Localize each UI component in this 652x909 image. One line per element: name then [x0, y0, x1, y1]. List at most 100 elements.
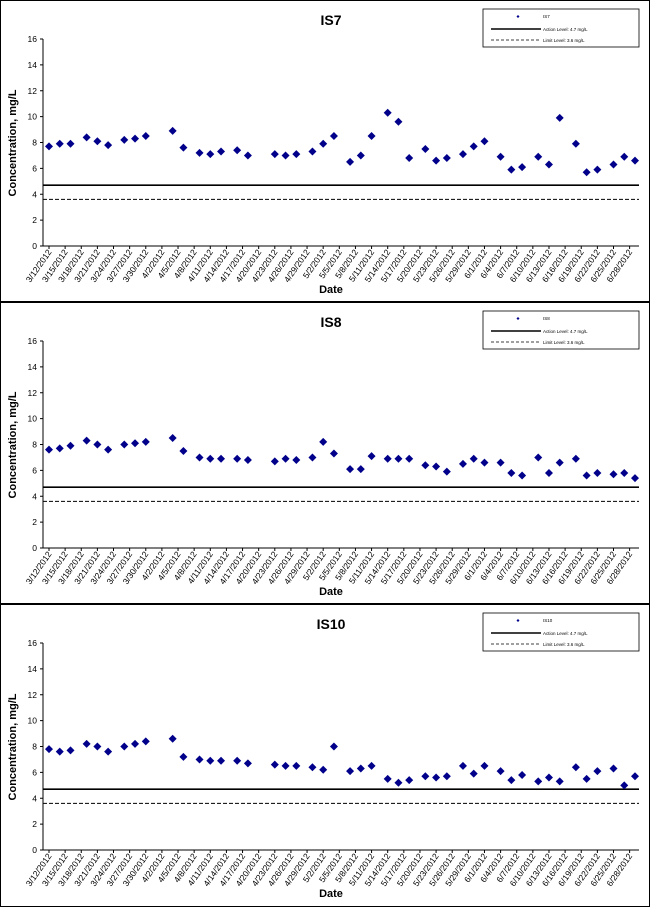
legend-label-action: Action Level: 4.7 mg/L [543, 27, 588, 32]
data-point [281, 454, 290, 463]
data-point [383, 774, 392, 783]
data-point [233, 454, 242, 463]
data-point [421, 772, 430, 781]
data-point [593, 468, 602, 477]
data-point [518, 770, 527, 779]
legend-label-limit: Limit Level: 3.6 mg/L [543, 340, 585, 345]
data-point [469, 454, 478, 463]
data-point [308, 147, 317, 156]
data-point [93, 137, 102, 146]
data-point [104, 141, 113, 150]
data-point [217, 147, 226, 156]
y-tick-label: 12 [28, 690, 38, 700]
data-point [270, 457, 279, 466]
y-tick-label: 16 [28, 34, 38, 44]
legend: IS10 Action Level: 4.7 mg/L Limit Level: 3… [482, 612, 640, 652]
data-point [480, 137, 489, 146]
y-tick-label: 0 [32, 241, 37, 251]
legend-marker-symbol [516, 619, 520, 622]
y-axis-title: Concentration, mg/L [7, 391, 19, 498]
data-point [55, 139, 64, 148]
data-point [141, 132, 150, 141]
data-point [405, 776, 414, 785]
data-point [496, 767, 505, 776]
data-point [179, 752, 188, 761]
y-tick-label: 10 [28, 716, 38, 726]
legend-box [482, 612, 640, 652]
y-tick-label: 8 [32, 742, 37, 752]
data-point [631, 474, 639, 483]
data-point [394, 117, 403, 126]
data-point [631, 772, 639, 781]
data-point [534, 777, 543, 786]
legend-marker-symbol [516, 15, 520, 18]
legend: IS8 Action Level: 4.7 mg/L Limit Level: 3.… [482, 310, 640, 350]
data-point [270, 150, 279, 159]
data-point [243, 151, 252, 160]
data-point [141, 737, 150, 746]
y-tick-label: 0 [32, 845, 37, 855]
data-point [571, 139, 580, 148]
data-point [206, 756, 215, 765]
data-point [383, 108, 392, 117]
chart-panel-is10: IS10 0 2 4 6 8 10 12 14 16 3/12/2012 3/15/2012 3/18/… [0, 604, 650, 907]
data-point [496, 458, 505, 467]
data-point [55, 747, 64, 756]
chart-title: IS10 [317, 616, 346, 632]
y-tick-label: 4 [32, 793, 37, 803]
chart-title: IS8 [320, 314, 341, 330]
data-point [233, 146, 242, 155]
y-tick-label: 10 [28, 414, 38, 424]
data-point [82, 133, 91, 142]
data-point [243, 456, 252, 465]
data-point [356, 465, 365, 474]
data-point [141, 437, 150, 446]
data-point [179, 143, 188, 152]
data-point [82, 436, 91, 445]
y-tick-label: 0 [32, 543, 37, 553]
data-point [195, 755, 204, 764]
y-tick-label: 6 [32, 163, 37, 173]
data-point [131, 134, 140, 143]
y-tick-label: 10 [28, 112, 38, 122]
data-point [179, 446, 188, 455]
data-point [367, 761, 376, 770]
data-point [432, 462, 441, 471]
data-point [292, 456, 301, 465]
data-point [346, 465, 355, 474]
data-point [120, 135, 129, 144]
data-point [82, 739, 91, 748]
data-point [217, 756, 226, 765]
data-point [270, 760, 279, 769]
data-point [233, 756, 242, 765]
data-point [319, 437, 328, 446]
y-tick-label: 4 [32, 189, 37, 199]
data-point [45, 142, 53, 151]
data-point [292, 150, 301, 159]
y-tick-label: 8 [32, 138, 37, 148]
data-point [432, 773, 441, 782]
y-tick-label: 16 [28, 336, 38, 346]
legend-label-series: IS7 [543, 14, 550, 19]
data-point [442, 154, 451, 163]
data-point [518, 163, 527, 172]
data-point [346, 767, 355, 776]
data-point [104, 445, 113, 454]
data-point [308, 763, 317, 772]
data-point [421, 461, 430, 470]
data-point [571, 763, 580, 772]
data-point [534, 152, 543, 161]
data-point [356, 151, 365, 160]
data-point [120, 742, 129, 751]
data-point [292, 761, 301, 770]
legend-marker-symbol [516, 317, 520, 320]
x-axis-title: Date [319, 586, 343, 598]
data-point [319, 765, 328, 774]
data-point [593, 165, 602, 174]
data-point [432, 156, 441, 165]
data-point [367, 132, 376, 141]
data-point [45, 745, 53, 754]
data-point [609, 160, 618, 169]
data-point [120, 440, 129, 449]
data-point [480, 761, 489, 770]
